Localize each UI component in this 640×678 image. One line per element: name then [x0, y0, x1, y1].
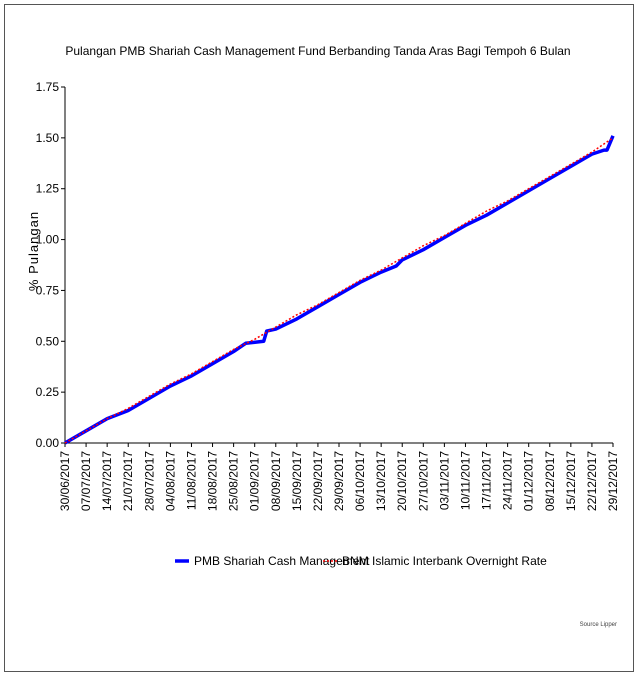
- y-axis-label: % Pulangan: [26, 211, 41, 291]
- x-tick-label: 18/08/2017: [206, 451, 220, 511]
- axes: [64, 87, 613, 444]
- x-tick-label: 08/12/2017: [543, 451, 557, 511]
- y-tick-label: 1.75: [36, 80, 60, 94]
- x-tick-label: 17/11/2017: [480, 451, 494, 510]
- chart-title: Pulangan PMB Shariah Cash Management Fun…: [65, 44, 570, 58]
- x-tick-label: 25/08/2017: [227, 451, 241, 511]
- series-lines: [64, 135, 615, 445]
- x-tick-label: 14/07/2017: [100, 451, 114, 511]
- x-tick-label: 01/12/2017: [522, 451, 536, 511]
- x-tick-label: 20/10/2017: [395, 451, 409, 511]
- x-tick-label: 13/10/2017: [374, 451, 388, 511]
- line-chart: Pulangan PMB Shariah Cash Management Fun…: [26, 44, 620, 628]
- x-tick-label: 21/07/2017: [121, 451, 135, 511]
- y-axis-ticks: 0.00 0.25 0.50 0.75 1.00 1.25 1.50 1.75: [36, 80, 65, 450]
- y-tick-label: 1.25: [36, 182, 60, 196]
- series-line: [64, 135, 615, 445]
- legend-label: PMB Shariah Cash Management: [194, 554, 370, 568]
- y-tick-label: 0.00: [36, 436, 60, 450]
- y-tick-label: 1.50: [36, 131, 60, 145]
- x-tick-label: 15/09/2017: [290, 451, 304, 511]
- x-tick-label: 28/07/2017: [142, 451, 156, 511]
- y-tick-label: 0.50: [36, 334, 60, 348]
- x-tick-label: 29/09/2017: [332, 451, 346, 511]
- x-tick-label: 22/09/2017: [311, 451, 325, 511]
- source-note: Source Lipper: [580, 622, 617, 628]
- x-tick-label: 11/08/2017: [184, 451, 198, 510]
- x-tick-label: 10/11/2017: [458, 451, 472, 510]
- x-tick-label: 22/12/2017: [585, 451, 599, 511]
- series-line: [64, 137, 614, 444]
- x-axis-ticks: 30/06/2017 07/07/2017 14/07/2017 21/07/2017…: [58, 443, 620, 511]
- chart-frame: Pulangan PMB Shariah Cash Management Fun…: [4, 4, 634, 672]
- x-tick-label: 01/09/2017: [248, 451, 262, 511]
- x-tick-label: 30/06/2017: [58, 451, 72, 511]
- legend-label: BNM Islamic Interbank Overnight Rate: [342, 554, 547, 568]
- x-tick-label: 07/07/2017: [79, 451, 93, 511]
- x-tick-label: 29/12/2017: [606, 451, 620, 511]
- x-tick-label: 03/11/2017: [437, 451, 451, 510]
- x-tick-label: 24/11/2017: [501, 451, 515, 510]
- y-tick-label: 0.75: [36, 283, 60, 297]
- x-tick-label: 08/09/2017: [269, 451, 283, 511]
- y-tick-label: 0.25: [36, 385, 60, 399]
- x-tick-label: 27/10/2017: [416, 451, 430, 511]
- x-tick-label: 06/10/2017: [353, 451, 367, 511]
- y-tick-label: 1.00: [36, 233, 60, 247]
- x-tick-label: 15/12/2017: [564, 451, 578, 511]
- x-tick-label: 04/08/2017: [163, 451, 177, 511]
